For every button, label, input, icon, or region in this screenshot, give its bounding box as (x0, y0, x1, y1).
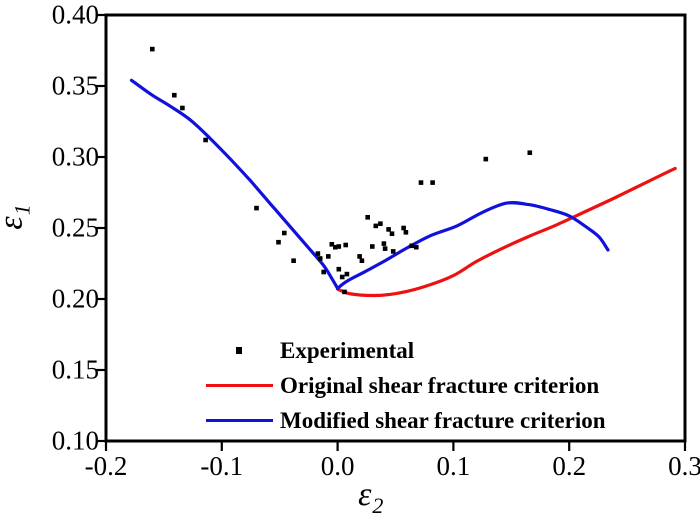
experimental-point (203, 137, 208, 143)
legend-marker-area (204, 383, 274, 388)
y-tick-label: 0.15 (51, 354, 99, 385)
y-tick-label: 0.35 (51, 70, 99, 101)
square-marker-icon (235, 347, 243, 354)
experimental-point (344, 271, 350, 277)
experimental-point (370, 244, 375, 249)
experimental-point (329, 242, 335, 247)
experimental-point (381, 241, 387, 246)
experimental-point (342, 289, 347, 295)
experimental-point (401, 225, 406, 231)
x-tick-label: -0.1 (200, 451, 244, 481)
experimental-point (403, 230, 409, 235)
experimental-point (172, 92, 177, 98)
y-tick-label: 0.40 (51, 0, 99, 30)
experimental-point (373, 223, 379, 229)
legend-label: Original shear fracture criterion (280, 372, 600, 398)
experimental-point (276, 239, 281, 245)
experimental-point (378, 221, 383, 226)
legend-item-original-criterion: Original shear fracture criterion (204, 368, 606, 403)
x-tick-label: 0.1 (436, 451, 471, 481)
experimental-point (365, 215, 370, 220)
x-axis-label-subscript: 2 (372, 493, 384, 518)
experimental-point (333, 244, 338, 250)
experimental-point (282, 230, 287, 236)
experimental-point (291, 258, 296, 263)
experimental-point (180, 105, 185, 111)
experimental-point (150, 46, 155, 52)
legend-item-experimental: Experimental (204, 333, 606, 368)
legend-marker-area (204, 347, 274, 354)
x-tick-label: 0.0 (320, 451, 355, 481)
legend: Experimental Original shear fracture cri… (204, 333, 606, 438)
experimental-point (414, 244, 419, 250)
experimental-point (343, 242, 348, 248)
legend-item-modified-criterion: Modified shear fracture criterion (204, 403, 606, 438)
modified-criterion-curve (336, 201, 610, 290)
experimental-point (359, 258, 365, 263)
y-tick-label: 0.20 (51, 283, 99, 314)
original-criterion-curve (336, 166, 677, 298)
experimental-point (336, 244, 342, 249)
legend-marker-area (204, 418, 274, 423)
y-tick-label: 0.30 (51, 141, 99, 172)
experimental-point (326, 254, 331, 259)
plot-frame (104, 13, 687, 443)
experimental-point (483, 156, 489, 162)
legend-label: Experimental (280, 337, 415, 363)
experimental-point (317, 256, 323, 261)
modified-criterion-curve (129, 78, 340, 290)
experimental-point (386, 227, 391, 232)
experimental-point (418, 180, 424, 185)
x-axis-label: ε2 (358, 476, 383, 517)
experimental-point (315, 251, 321, 256)
experimental-point (321, 269, 326, 275)
experimental-point (389, 231, 395, 236)
x-tick-label: 0.3 (668, 451, 700, 481)
experimental-point (430, 180, 435, 185)
x-tick-label: 0.2 (552, 451, 587, 481)
blue-line-icon (205, 418, 273, 423)
experimental-point (357, 254, 362, 259)
experimental-point (527, 150, 533, 155)
y-axis-label-subscript: 1 (9, 204, 35, 216)
experimental-point (382, 246, 388, 251)
x-tick-label: -0.2 (84, 451, 128, 481)
experimental-point (390, 249, 396, 254)
y-tick-label: 0.25 (51, 212, 99, 243)
red-line-icon (205, 383, 273, 388)
legend-label: Modified shear fracture criterion (280, 407, 606, 433)
epsilon-symbol: ε (358, 476, 372, 513)
experimental-point (339, 274, 345, 280)
epsilon-symbol: ε (0, 216, 30, 229)
y-axis-label: ε1 (0, 204, 35, 229)
y-tick-label: 0.10 (51, 425, 99, 456)
experimental-point (254, 205, 259, 211)
experimental-point (409, 243, 414, 249)
experimental-point (336, 266, 342, 272)
